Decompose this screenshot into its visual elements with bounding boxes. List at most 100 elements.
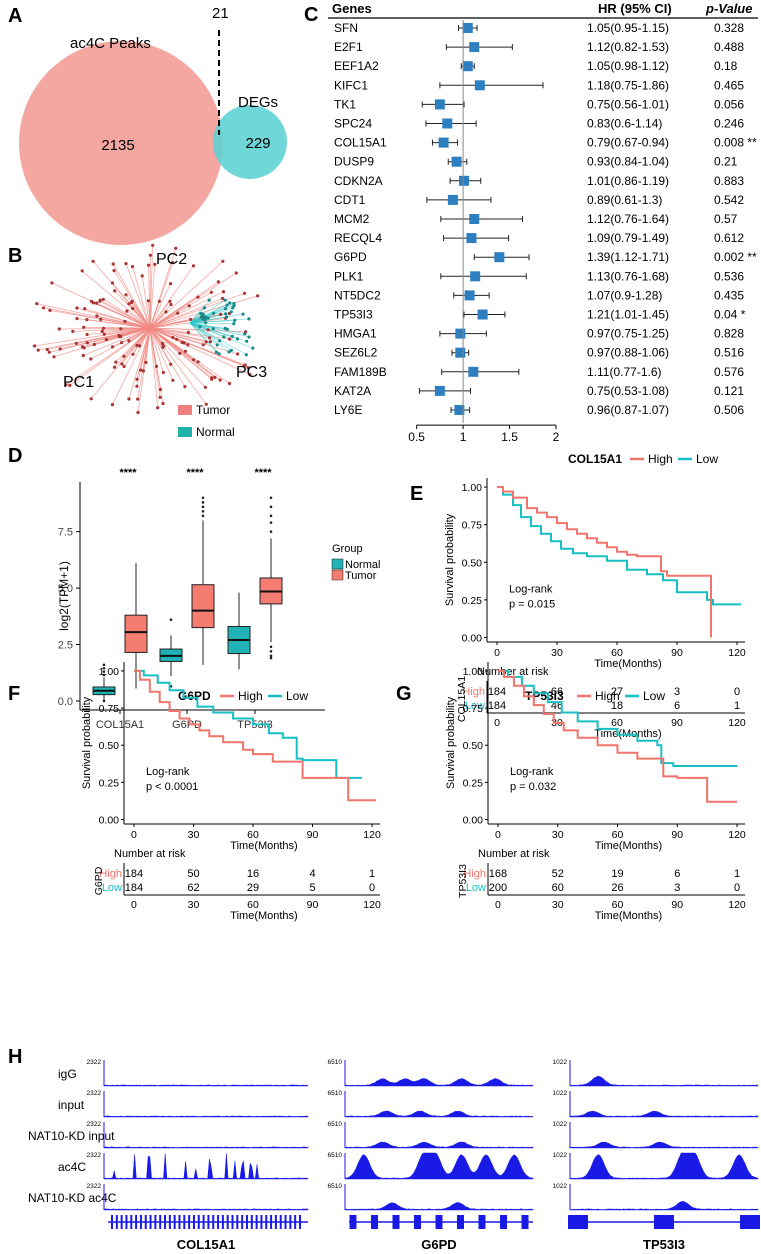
pca-point-tumor xyxy=(127,397,131,401)
panel-label-f: F xyxy=(8,683,20,705)
forest-gene-label: MCM2 xyxy=(334,212,370,226)
gene-model-exon xyxy=(168,1215,171,1229)
km-risk-value: 0 xyxy=(734,882,740,894)
km-risk-value: 1 xyxy=(734,700,740,712)
pca-point-tumor xyxy=(174,246,178,250)
gene-model-exon xyxy=(212,1215,215,1229)
forest-hr-text: 1.11(0.77-1.6) xyxy=(587,365,662,379)
forest-header-p: p-Value xyxy=(705,1,752,16)
km-y-tick-label: 0.25 xyxy=(99,777,120,789)
km-risk-value: 184 xyxy=(488,700,506,712)
km-risk-group-label: High xyxy=(462,686,485,698)
pca-point-normal xyxy=(229,310,233,314)
pca-point-tumor xyxy=(138,344,142,348)
gene-model-exon xyxy=(130,1215,133,1229)
pca-point-tumor xyxy=(146,299,150,303)
pca-points xyxy=(33,243,260,415)
forest-p-value: 0.18 xyxy=(714,59,738,73)
pca-point-tumor xyxy=(216,280,220,284)
km-y-tick-label: 1.00 xyxy=(99,666,120,678)
venn-ac4c-label: ac4C Peaks xyxy=(70,35,151,52)
boxplot-outlier xyxy=(269,505,273,509)
forest-hr-marker xyxy=(454,405,465,415)
km-risk-group-label: Low xyxy=(466,882,486,894)
km-risk-x-tick-label: 120 xyxy=(363,899,381,911)
pca-point-tumor xyxy=(95,301,99,305)
venn-ac4c-count: 2135 xyxy=(101,137,134,154)
forest-gene-label: DUSP9 xyxy=(334,155,374,169)
pca-point-tumor xyxy=(176,311,180,315)
km-stat-label: Log-rank xyxy=(509,583,553,595)
km-risk-value: 19 xyxy=(611,868,623,880)
pca-point-tumor xyxy=(47,350,51,354)
forest-hr-marker xyxy=(474,80,485,91)
forest-gene-label: RECQL4 xyxy=(334,231,382,245)
boxplot-box-col15a1-tumor xyxy=(124,614,148,653)
panel-h: H igG input NAT10-KD input ac4C NAT10-KD ac4… xyxy=(8,1046,760,1252)
km-risk-group-label: High xyxy=(99,868,122,880)
pca-ray-tumor xyxy=(112,327,151,348)
km-curve-low xyxy=(133,669,363,779)
boxplot-outlier xyxy=(201,496,205,500)
gene-model-exon xyxy=(125,1215,128,1229)
pca-point-tumor xyxy=(89,397,93,401)
pca-point-normal xyxy=(223,326,227,330)
pca-point-tumor xyxy=(80,269,84,273)
boxplot-significance: **** xyxy=(186,467,204,479)
track-scale-label: 1022 xyxy=(553,1152,568,1159)
km-y-tick-label: 1.00 xyxy=(463,666,484,678)
boxplot-outlier xyxy=(269,645,273,649)
forest-hr-marker xyxy=(469,214,480,224)
km-x-label: Time(Months) xyxy=(230,840,297,852)
km-y-tick-label: 0.50 xyxy=(462,557,483,569)
pca-ray-tumor xyxy=(149,327,194,361)
venn-overlap-count: 21 xyxy=(212,5,229,22)
forest-gene-label: E2F1 xyxy=(334,40,363,54)
pca-point-tumor xyxy=(136,410,140,415)
pca-point-normal xyxy=(201,312,205,316)
pca-ray-tumor xyxy=(149,327,161,390)
km-curve-high xyxy=(133,669,376,802)
pca-point-tumor xyxy=(204,402,208,406)
forest-header-hr: HR (95% CI) xyxy=(598,1,672,16)
forest-p-value: 0.04 * xyxy=(714,308,746,322)
forest-hr-marker xyxy=(468,366,479,377)
pca-point-tumor xyxy=(139,368,143,372)
km-risk-value: 6 xyxy=(674,868,680,880)
pca-point-normal xyxy=(198,325,202,329)
pca-point-tumor xyxy=(208,340,212,344)
pca-point-tumor xyxy=(52,355,56,359)
pca-point-tumor xyxy=(101,297,105,301)
km-risk-value: 168 xyxy=(489,868,507,880)
pca-ray-tumor xyxy=(83,327,151,356)
km-x-tick-label: 30 xyxy=(188,829,200,841)
pca-point-tumor xyxy=(136,397,140,401)
pca-ray-tumor xyxy=(149,298,223,329)
pca-point-normal xyxy=(225,303,229,307)
pca-point-tumor xyxy=(171,261,175,265)
pca-point-tumor xyxy=(85,341,89,345)
forest-hr-marker xyxy=(434,385,445,396)
pca-point-tumor xyxy=(123,319,127,323)
km-risk-x-tick-label: 60 xyxy=(247,899,259,911)
track-row-label: igG xyxy=(58,1067,77,1081)
pca-point-tumor xyxy=(89,299,94,303)
pca-point-tumor xyxy=(187,304,191,308)
pca-point-tumor xyxy=(164,310,168,314)
km-risk-x-tick-label: 120 xyxy=(728,717,746,729)
pca-ray-normal xyxy=(189,322,218,346)
gene-model-exon xyxy=(478,1215,486,1229)
pca-point-tumor xyxy=(243,291,247,295)
km-x-label: Time(Months) xyxy=(595,840,662,852)
gene-model-exon xyxy=(144,1215,147,1229)
pca-point-normal xyxy=(230,334,234,338)
pca-point-tumor xyxy=(58,347,62,351)
boxplot-significance: **** xyxy=(254,467,272,479)
pca-point-tumor xyxy=(158,395,162,399)
pca-ray-normal xyxy=(189,307,205,324)
forest-gene-label: TP53I3 xyxy=(334,308,373,322)
pca-ray-tumor xyxy=(149,291,224,329)
km-y-tick-label: 0.75 xyxy=(463,703,484,715)
track-coverage xyxy=(569,1201,759,1211)
track-coverage xyxy=(569,1075,759,1087)
